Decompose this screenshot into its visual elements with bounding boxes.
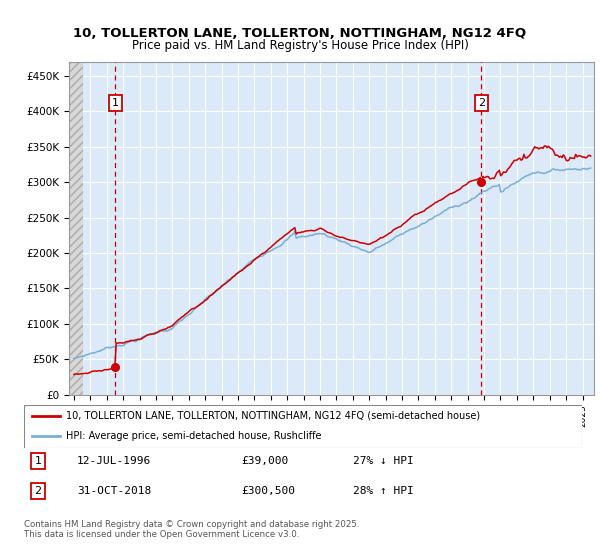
Text: 28% ↑ HPI: 28% ↑ HPI [353,486,414,496]
Text: £39,000: £39,000 [242,456,289,466]
Text: £300,500: £300,500 [242,486,296,496]
Text: 2: 2 [478,98,485,108]
Text: 31-OCT-2018: 31-OCT-2018 [77,486,151,496]
Text: 1: 1 [34,456,41,466]
Bar [69,62,83,395]
Text: 27% ↓ HPI: 27% ↓ HPI [353,456,414,466]
Text: Price paid vs. HM Land Registry's House Price Index (HPI): Price paid vs. HM Land Registry's House … [131,39,469,53]
Text: HPI: Average price, semi-detached house, Rushcliffe: HPI: Average price, semi-detached house,… [66,431,322,441]
Text: 1: 1 [112,98,119,108]
Text: 12-JUL-1996: 12-JUL-1996 [77,456,151,466]
Text: 2: 2 [34,486,41,496]
Text: Contains HM Land Registry data © Crown copyright and database right 2025.
This d: Contains HM Land Registry data © Crown c… [24,520,359,539]
Text: 10, TOLLERTON LANE, TOLLERTON, NOTTINGHAM, NG12 4FQ: 10, TOLLERTON LANE, TOLLERTON, NOTTINGHA… [73,27,527,40]
Text: 10, TOLLERTON LANE, TOLLERTON, NOTTINGHAM, NG12 4FQ (semi-detached house): 10, TOLLERTON LANE, TOLLERTON, NOTTINGHA… [66,410,480,421]
